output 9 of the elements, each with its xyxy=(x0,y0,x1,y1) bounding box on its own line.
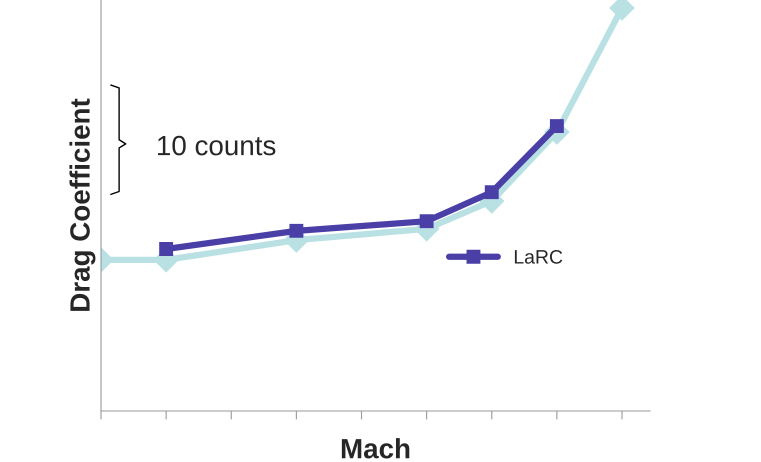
point xyxy=(420,214,434,228)
point xyxy=(289,224,304,238)
x-axis-title: Mach xyxy=(342,438,410,458)
point xyxy=(550,119,564,134)
point xyxy=(159,242,174,256)
y-axis-title: Drag Coefficient xyxy=(69,98,96,311)
annotation: 10 counts xyxy=(158,136,276,156)
legend-label: LaRC xyxy=(514,250,562,264)
point xyxy=(484,185,499,200)
